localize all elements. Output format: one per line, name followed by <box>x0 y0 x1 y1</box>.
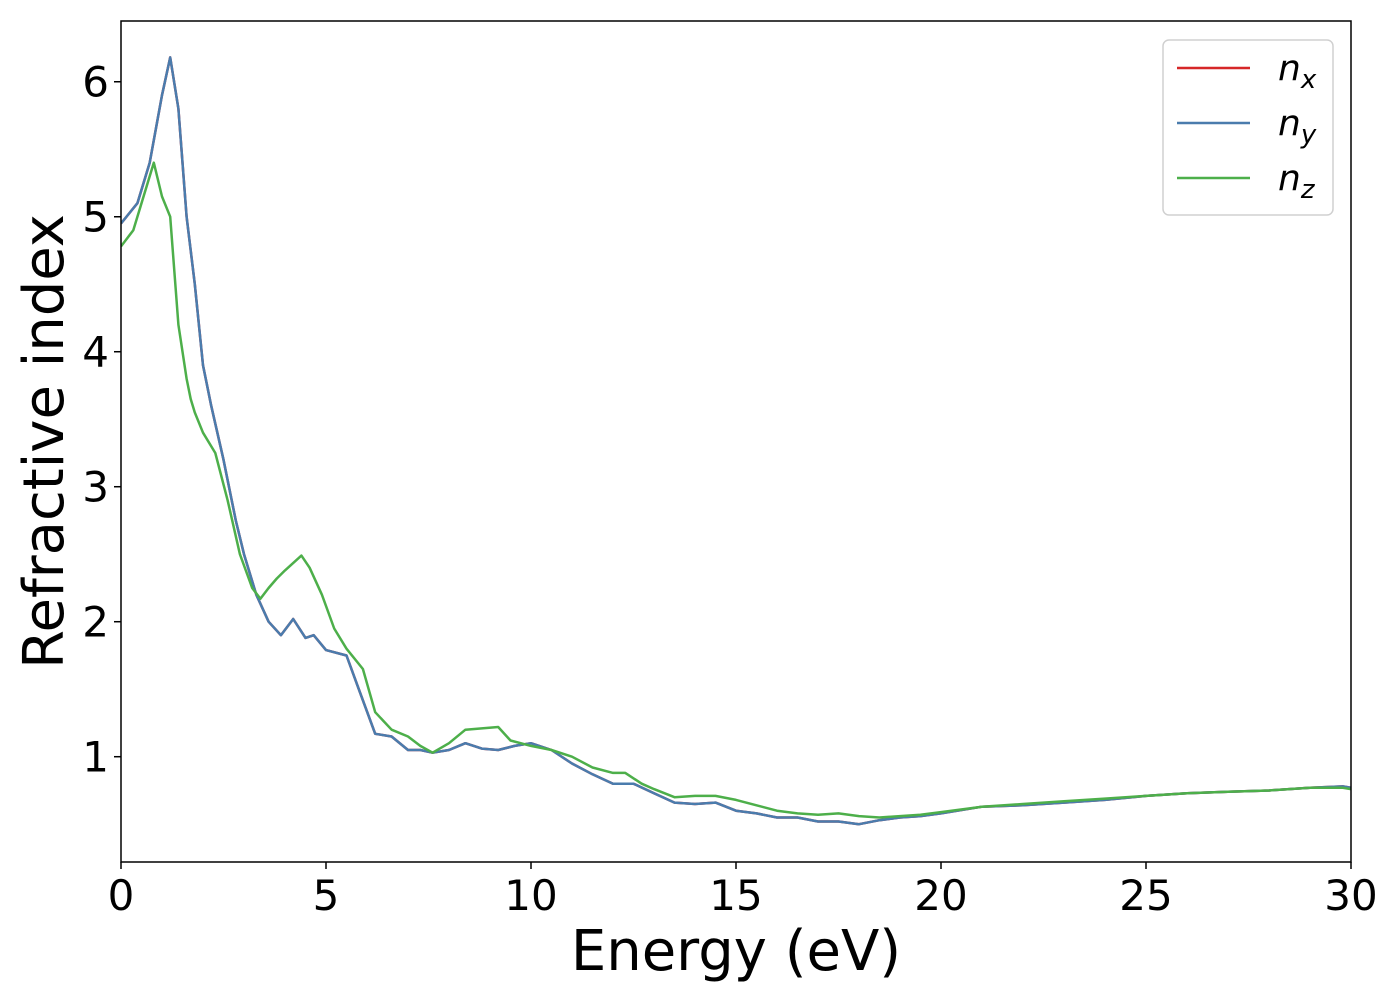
x-tick-label: 30 <box>1324 871 1377 920</box>
legend-label-ny: ny <box>1278 103 1317 150</box>
x-tick-label: 20 <box>914 871 967 920</box>
y-tick-label: 4 <box>82 328 109 377</box>
legend-box <box>1162 39 1334 216</box>
x-tick-label: 5 <box>313 871 340 920</box>
x-axis-label: Energy (eV) <box>571 919 901 984</box>
legend-label-main: n <box>1278 48 1301 89</box>
legend-label-subscript: y <box>1300 120 1317 150</box>
y-tick-label: 3 <box>82 463 109 512</box>
y-axis-ticks: 1 2 3 4 5 6 <box>82 58 121 782</box>
y-tick-label: 6 <box>82 58 109 107</box>
series-line-nz <box>121 161 1351 819</box>
legend-label-subscript: z <box>1300 175 1316 205</box>
legend-label-subscript: x <box>1300 65 1317 95</box>
x-tick-label: 10 <box>504 871 557 920</box>
legend-label-main: n <box>1278 158 1301 199</box>
series-layer <box>121 56 1351 826</box>
x-tick-label: 25 <box>1119 871 1172 920</box>
y-tick-label: 5 <box>82 193 109 242</box>
x-tick-label: 15 <box>709 871 762 920</box>
y-tick-label: 1 <box>82 733 109 782</box>
legend-label-nz: nz <box>1278 158 1316 205</box>
x-axis-ticks: 0 5 10 15 20 25 30 <box>108 862 1378 920</box>
legend-label-nx: nx <box>1278 48 1317 95</box>
y-axis-label: Refractive index <box>12 214 77 669</box>
legend-label-main: n <box>1278 103 1301 144</box>
y-tick-label: 2 <box>82 598 109 647</box>
x-tick-label: 0 <box>108 871 135 920</box>
